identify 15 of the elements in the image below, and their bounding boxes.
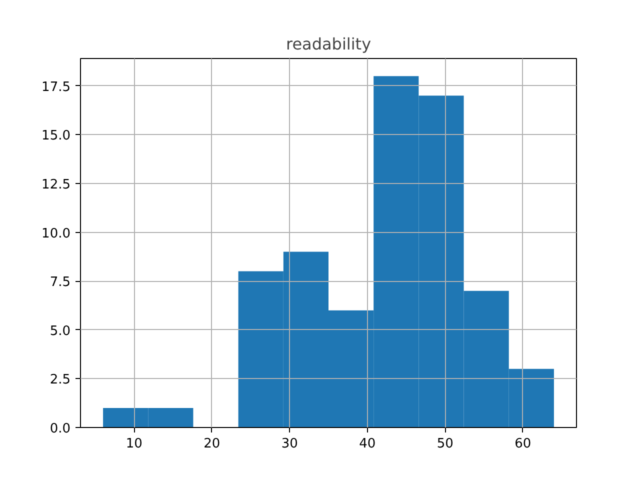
x-tick-label: 60 [514, 436, 532, 452]
x-tick-label: 50 [436, 436, 454, 452]
y-tick-label: 15.0 [42, 128, 71, 144]
x-tick-label: 40 [359, 436, 376, 452]
y-tick-label: 2.5 [50, 372, 71, 388]
x-tick-label: 30 [281, 436, 298, 452]
y-tick-label: 17.5 [42, 80, 71, 95]
y-tick-label: 12.5 [42, 177, 71, 192]
y-tick-label: 7.5 [50, 275, 71, 290]
y-tick-label: 10.0 [42, 226, 71, 242]
x-tick-label: 20 [204, 436, 220, 452]
y-tick-label: 0.0 [50, 422, 71, 436]
chart-title: readability [286, 34, 372, 54]
y-tick-label: 5.0 [50, 324, 71, 339]
x-tick-label: 10 [126, 436, 142, 452]
